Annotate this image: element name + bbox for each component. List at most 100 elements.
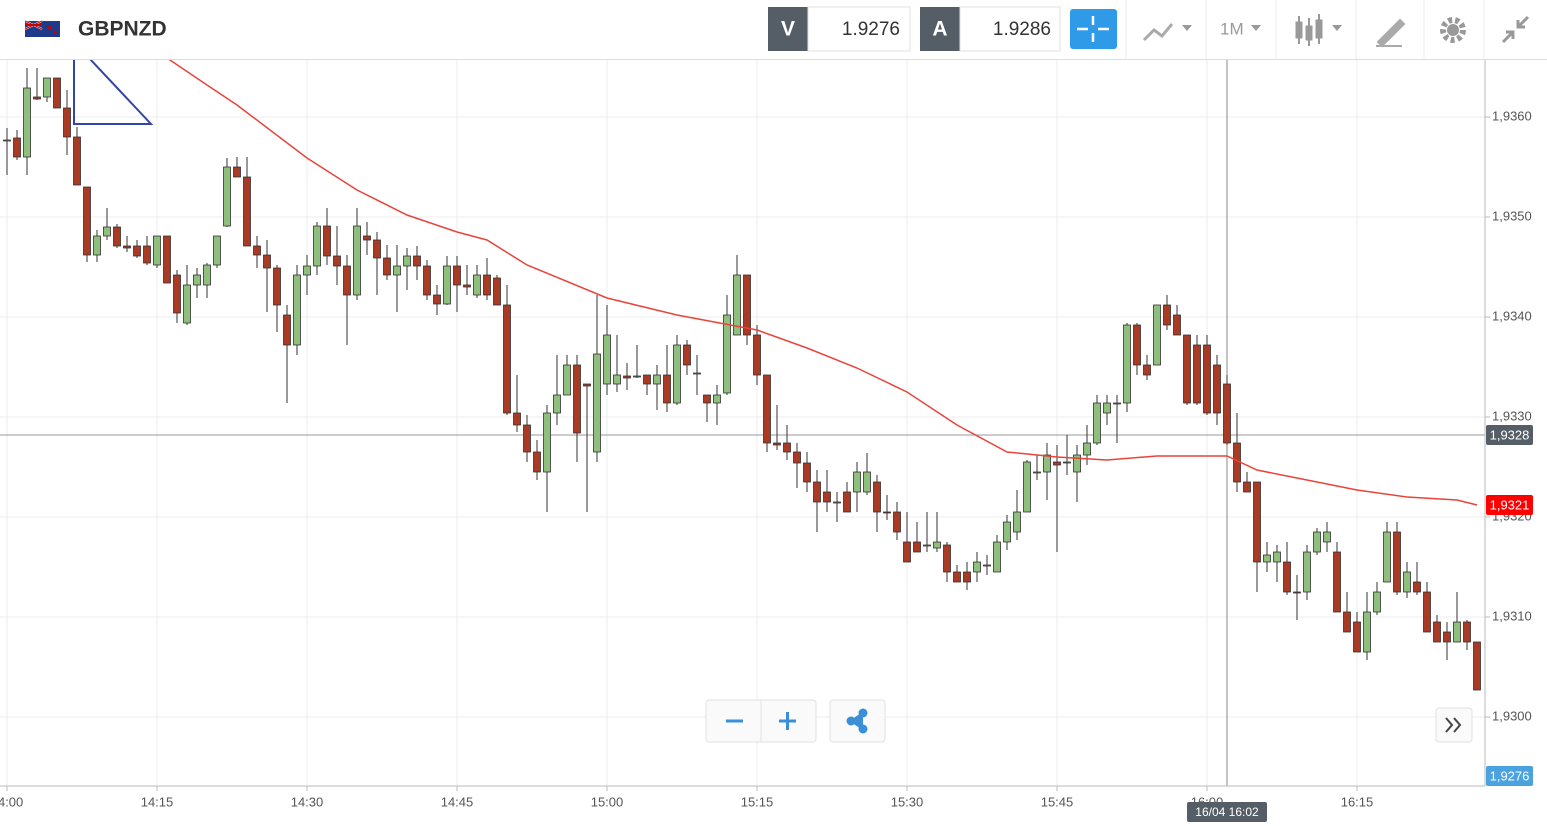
candle-body: [1203, 344, 1211, 414]
candle-body: [533, 451, 541, 473]
candle-body: [1033, 471, 1041, 474]
dropdown: [1182, 25, 1192, 31]
candle-body: [563, 364, 571, 396]
candle-body: [1393, 531, 1401, 593]
y-tick-label: 1,9340: [1492, 308, 1532, 323]
price-tag-label: 1,9321: [1490, 497, 1530, 512]
draw-icon[interactable]: [1376, 18, 1406, 48]
candle-body: [153, 235, 161, 266]
candle-body: [443, 265, 451, 305]
candle-body: [673, 344, 681, 404]
x-tick-label: 14:00: [0, 794, 23, 809]
candle-body: [803, 462, 811, 483]
candle-body: [473, 274, 481, 296]
candle-body: [333, 255, 341, 267]
indicator-icon[interactable]: [1142, 23, 1174, 42]
axes: 1,93001,93101,93201,93301,93401,93501,93…: [0, 108, 1532, 809]
time-tag: [1187, 802, 1267, 822]
candle-body: [1373, 591, 1381, 613]
candle-body: [503, 304, 511, 414]
candle-body: [493, 277, 501, 306]
candle-body: [1043, 454, 1051, 473]
price-tag: [1486, 495, 1533, 515]
sell-button[interactable]: [768, 7, 808, 51]
candle-body: [1093, 402, 1101, 444]
candle-body: [1143, 364, 1151, 376]
buy-button[interactable]: [920, 7, 960, 51]
candle-body: [1053, 461, 1061, 466]
candle-body: [1433, 621, 1441, 643]
candle-body: [1013, 511, 1021, 533]
candle-body: [43, 77, 51, 98]
candle-body: [1323, 531, 1331, 543]
candle-body: [383, 257, 391, 276]
candle-body: [1443, 631, 1451, 643]
candle-body: [163, 235, 171, 284]
candle-body: [1343, 611, 1351, 633]
timeframe[interactable]: 1M: [1220, 19, 1244, 38]
candle-body: [323, 225, 331, 257]
candle-body: [173, 274, 181, 314]
candle-body: [1453, 621, 1461, 643]
x-tick-label: 15:15: [741, 794, 774, 809]
candle-icon[interactable]: [1295, 14, 1323, 46]
candle-body: [1163, 304, 1171, 326]
candle-body: [1073, 454, 1081, 473]
candle-body: [1113, 402, 1121, 405]
candle-body: [363, 235, 371, 241]
candle-body: [3, 139, 11, 142]
candle-body: [413, 255, 421, 267]
sell-label: V: [781, 18, 795, 41]
zoom-in[interactable]: [779, 712, 796, 730]
candle-body: [483, 274, 491, 296]
sell-price: 1.9276: [842, 19, 900, 40]
candle-body: [263, 254, 271, 269]
candle-body: [713, 394, 721, 404]
candle-body: [403, 255, 411, 267]
candle-body: [93, 235, 101, 256]
candle-body: [753, 334, 761, 376]
dropdown: [1251, 25, 1261, 31]
candle-body: [893, 511, 901, 533]
candle-body: [1353, 621, 1361, 653]
candle-body: [913, 541, 921, 553]
candle-body: [963, 571, 971, 583]
candle-body: [353, 225, 361, 296]
scroll-button[interactable]: [1435, 707, 1473, 743]
collapse-icon[interactable]: [1501, 15, 1530, 44]
sell-box[interactable]: [807, 6, 911, 52]
candle-body: [463, 284, 471, 288]
candle-body: [213, 235, 221, 266]
x-tick-label: 15:45: [1041, 794, 1074, 809]
candle-body: [1063, 461, 1071, 464]
candle-body: [793, 451, 801, 464]
candle-body: [633, 375, 641, 378]
candle-body: [603, 334, 611, 385]
candle-body: [823, 491, 831, 503]
candle-body: [513, 412, 521, 426]
candle-body: [653, 374, 661, 385]
candle-body: [1413, 581, 1421, 593]
candle-body: [583, 383, 591, 387]
buy-label: A: [932, 18, 947, 41]
candle-body: [1213, 364, 1221, 414]
candle-body: [1363, 611, 1371, 653]
candle-body: [1293, 591, 1301, 594]
candle-body: [613, 374, 621, 385]
x-tick-label: 16:15: [1341, 794, 1374, 809]
x-tick-label: 14:30: [291, 794, 324, 809]
candle-body: [1273, 551, 1281, 563]
settings-icon[interactable]: [1440, 17, 1466, 43]
settings-icon: [1447, 24, 1459, 36]
candle-body: [423, 265, 431, 296]
candle-body: [953, 571, 961, 583]
candle-body: [303, 265, 311, 276]
candle-body: [393, 265, 401, 276]
y-tick-label: 1,9330: [1492, 408, 1532, 423]
buy-box[interactable]: [959, 6, 1061, 52]
candle-body: [133, 245, 141, 257]
candle-body: [253, 245, 261, 256]
candle-body: [543, 412, 551, 473]
crosshair-button[interactable]: [1070, 9, 1117, 49]
candle-body: [63, 107, 71, 138]
